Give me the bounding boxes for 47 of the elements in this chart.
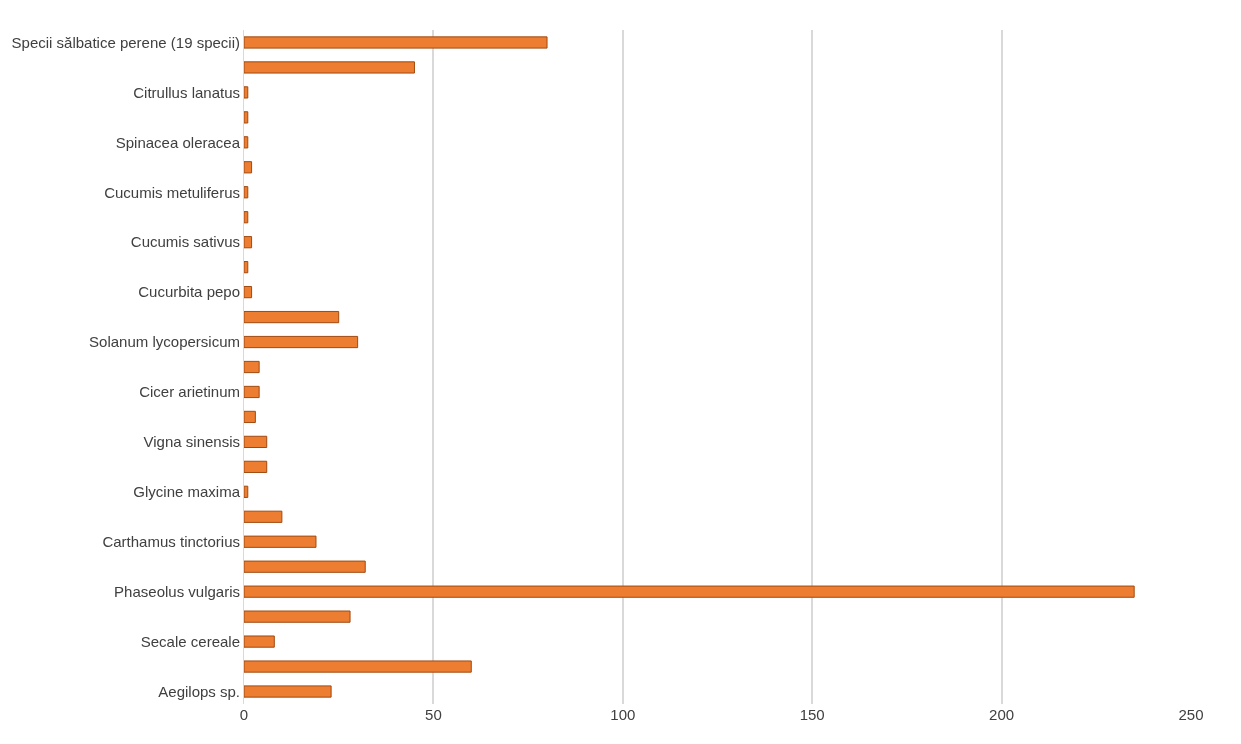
y-tick-label: Phaseolus vulgaris (114, 582, 240, 600)
y-tick-label: Aegilops sp. (158, 682, 240, 700)
bar (244, 261, 249, 274)
y-tick-label: Cucumis metuliferus (104, 183, 240, 201)
bar (244, 186, 249, 199)
y-tick-label: Carthamus tinctorius (102, 532, 240, 550)
x-tick-label: 100 (610, 706, 636, 723)
bar (244, 161, 253, 174)
bar (244, 285, 253, 299)
bar (244, 111, 249, 124)
bar (244, 435, 268, 449)
bar (244, 360, 260, 374)
bar (244, 660, 472, 673)
bar (244, 560, 366, 573)
bar (244, 86, 249, 99)
x-tick-label: 0 (239, 706, 249, 723)
bar (244, 136, 249, 149)
y-tick-label: Solanum lycopersicum (89, 333, 240, 351)
bar (244, 310, 340, 324)
bar (244, 236, 253, 249)
y-tick-label: Citrullus lanatus (133, 83, 240, 101)
bar (244, 61, 415, 74)
bar (244, 36, 548, 49)
bar (244, 610, 351, 623)
y-tick-label: Cicer arietinum (139, 383, 240, 401)
x-tick-label: 250 (1178, 706, 1204, 723)
bar (244, 460, 268, 473)
bar (244, 385, 260, 399)
bar (244, 510, 283, 523)
bar (244, 535, 317, 548)
bar (244, 335, 359, 349)
y-tick-label: Secale cereale (140, 632, 240, 650)
x-tick-label: 150 (799, 706, 825, 723)
bar (244, 485, 249, 498)
bar (244, 635, 275, 648)
y-tick-label: Glycine maxima (133, 483, 241, 501)
y-tick-label: Vigna sinensis (143, 433, 240, 451)
y-tick-label: Specii sălbatice perene (19 specii) (11, 33, 240, 51)
bar (244, 685, 332, 698)
bar (244, 585, 1135, 598)
bar (244, 410, 256, 424)
y-tick-label: Spinacea oleracea (115, 133, 241, 151)
bar (244, 211, 249, 224)
y-tick-label: Cucumis sativus (130, 233, 240, 251)
x-tick-label: 200 (989, 706, 1015, 723)
y-tick-label: Cucurbita pepo (138, 283, 240, 301)
x-tick-label: 50 (425, 706, 442, 723)
